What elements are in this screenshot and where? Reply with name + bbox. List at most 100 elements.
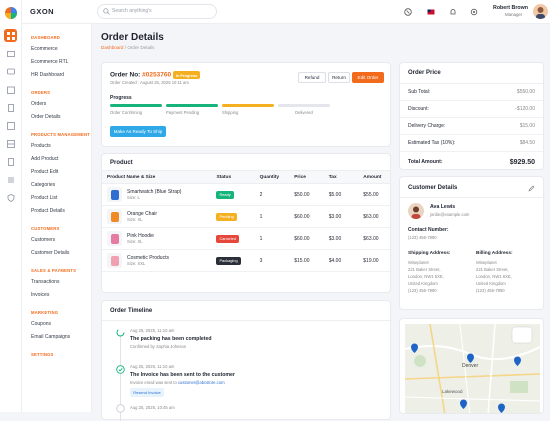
billing-address-line: 221 Baker Street, bbox=[476, 267, 509, 272]
map-pins[interactable] bbox=[411, 343, 521, 414]
progress-step-bar bbox=[110, 104, 162, 107]
order-label: Order No: bbox=[110, 71, 141, 79]
search-placeholder: Search anything's bbox=[112, 8, 152, 14]
product-name[interactable]: Pink Hoodie bbox=[127, 233, 154, 239]
sidebar-section-heading: PRODUCTS MANAGEMENT bbox=[31, 132, 90, 137]
map-pin-icon bbox=[460, 399, 467, 409]
sidebar-item[interactable]: Orders bbox=[31, 101, 47, 107]
sidebar-item[interactable]: Coupons bbox=[31, 321, 52, 327]
status-cell: Packaging bbox=[211, 249, 255, 272]
rail-shield-icon[interactable] bbox=[4, 191, 17, 204]
sidebar-item[interactable]: Products bbox=[31, 143, 51, 149]
table-row[interactable]: Cosmetic Products Size: XXL Packaging 3 $15.… bbox=[102, 249, 390, 272]
resend-invoice-button[interactable]: Resend Invoice bbox=[130, 388, 164, 397]
price-row-value: $84.50 bbox=[519, 140, 535, 146]
price-row-value: -$120.00 bbox=[515, 106, 535, 112]
price-rows: Sub Total: $550.00 Discount: -$120.00 Delive… bbox=[400, 83, 543, 152]
breadcrumb-home[interactable]: Dashboard bbox=[101, 45, 124, 50]
status-badge: Packaging bbox=[216, 256, 241, 265]
progress-step: Order Confirming bbox=[110, 104, 162, 115]
sidebar-item[interactable]: Ecommerce RTL bbox=[31, 59, 69, 65]
rail-grid-icon[interactable] bbox=[4, 119, 17, 132]
sidebar-item[interactable]: HR Dashboard bbox=[31, 72, 65, 78]
location-map[interactable]: Denver Lakewood bbox=[400, 319, 544, 414]
rail-table-icon[interactable] bbox=[4, 137, 17, 150]
table-header-cell: Amount bbox=[358, 170, 390, 184]
sidebar-item[interactable]: Categories bbox=[31, 182, 56, 188]
shipping-label: Shipping Address: bbox=[408, 251, 451, 256]
sidebar-section-heading: MARKETING bbox=[31, 310, 59, 315]
return-button[interactable]: Return bbox=[328, 72, 350, 83]
progress-step: Delivered bbox=[278, 104, 330, 115]
price-cell: $60.00 bbox=[289, 227, 324, 250]
rail-dashboard-icon[interactable] bbox=[4, 29, 17, 42]
flag-icon[interactable] bbox=[427, 8, 435, 16]
rail-calendar-icon[interactable] bbox=[4, 83, 17, 96]
status-cell: Ready bbox=[211, 183, 255, 206]
progress-step: Shipping bbox=[222, 104, 274, 115]
billing-address-line: Wiseplanet bbox=[476, 260, 497, 265]
fullscreen-icon[interactable] bbox=[404, 8, 412, 16]
product-name[interactable]: Orange Chair bbox=[127, 211, 158, 217]
billing-address: Wiseplanet 221 Baker Street, London, NW1 6… bbox=[476, 259, 512, 294]
price-row: Delivery Charge: $15.00 bbox=[400, 118, 543, 135]
customer-avatar bbox=[408, 203, 424, 219]
customer-email-link[interactable]: customer@abcstore.com bbox=[177, 380, 225, 385]
quantity-cell: 3 bbox=[254, 249, 290, 272]
sidebar-item[interactable]: Transactions bbox=[31, 279, 60, 285]
icon-rail bbox=[0, 0, 22, 412]
sidebar-item[interactable]: Email Campaigns bbox=[31, 334, 71, 340]
user-avatar[interactable] bbox=[533, 4, 548, 19]
customer-details-title: Customer Details bbox=[408, 185, 458, 191]
edit-pencil-icon[interactable] bbox=[528, 185, 535, 192]
sidebar-item[interactable]: Customers bbox=[31, 237, 56, 243]
shipping-address-line: Wiseplanet bbox=[408, 260, 429, 265]
product-cell: Orange Chair Size: XL bbox=[102, 205, 212, 228]
table-header-cell: Price bbox=[289, 170, 324, 184]
edit-order-button[interactable]: Edit Order bbox=[352, 72, 384, 83]
tax-cell: $3.00 bbox=[323, 205, 359, 228]
table-row[interactable]: Pink Hoodie Size: XL Canceled 1 $60.00 $3.00 $… bbox=[102, 227, 390, 250]
sidebar-item[interactable]: Invoices bbox=[31, 292, 50, 298]
sidebar-section-heading: SALES & PAYMENTS bbox=[31, 268, 77, 273]
rail-file-icon[interactable] bbox=[4, 101, 17, 114]
product-card: Product Product Name & Size Status Quantit… bbox=[101, 153, 391, 293]
notification-bell-icon[interactable] bbox=[449, 8, 457, 16]
sidebar-item[interactable]: Order Details bbox=[31, 114, 61, 120]
order-status-badge: In Progress bbox=[172, 71, 201, 79]
rail-chat-icon[interactable] bbox=[4, 65, 17, 78]
table-row[interactable]: Smartwatch (Blue Strap) Size: L Ready 2 $50.… bbox=[102, 183, 390, 206]
rail-list-icon[interactable] bbox=[4, 173, 17, 186]
table-header-cell: Quantity bbox=[254, 170, 290, 184]
rail-mail-icon[interactable] bbox=[4, 47, 17, 60]
location-map-card: Denver Lakewood bbox=[399, 318, 544, 414]
sidebar-item[interactable]: Product Details bbox=[31, 208, 65, 214]
product-thumbnail bbox=[107, 187, 122, 202]
map-control[interactable] bbox=[511, 326, 533, 344]
customer-phone: (123) 456-7890 bbox=[408, 235, 437, 240]
product-size: Size: XXL bbox=[127, 261, 146, 266]
price-row-label: Discount: bbox=[408, 106, 429, 112]
quantity-cell: 1 bbox=[254, 227, 290, 250]
timeline-event-2-time: Aug 25, 2025, 11:10 am bbox=[130, 364, 175, 369]
product-name[interactable]: Cosmetic Products bbox=[127, 255, 169, 261]
product-card-title: Product bbox=[110, 160, 133, 166]
settings-gear-icon[interactable] bbox=[470, 8, 478, 16]
search-input[interactable]: Search anything's bbox=[97, 4, 217, 19]
product-size: Size: XL bbox=[127, 217, 143, 222]
order-created: Order Created : August 25, 2025 10:11 am bbox=[110, 80, 189, 85]
sidebar-item[interactable]: Customer Details bbox=[31, 250, 70, 256]
shipping-address-line: (123) 456-7890 bbox=[408, 288, 437, 293]
price-row-label: Sub Total: bbox=[408, 89, 431, 95]
sidebar-item[interactable]: Product Edit bbox=[31, 169, 59, 175]
refund-button[interactable]: Refund bbox=[298, 72, 326, 83]
sidebar-item[interactable]: Add Product bbox=[31, 156, 59, 162]
price-row-label: Estimated Tax (10%): bbox=[408, 140, 456, 146]
progress-label: Progress bbox=[110, 95, 132, 101]
ready-to-ship-button[interactable]: Make As Ready To Ship bbox=[110, 126, 166, 137]
table-row[interactable]: Orange Chair Size: XL Pending 1 $60.00 $3.00 $… bbox=[102, 205, 390, 228]
sidebar-item[interactable]: Product List bbox=[31, 195, 58, 201]
rail-doc-icon[interactable] bbox=[4, 155, 17, 168]
product-name[interactable]: Smartwatch (Blue Strap) bbox=[127, 189, 182, 195]
sidebar-item[interactable]: Ecommerce bbox=[31, 46, 58, 52]
